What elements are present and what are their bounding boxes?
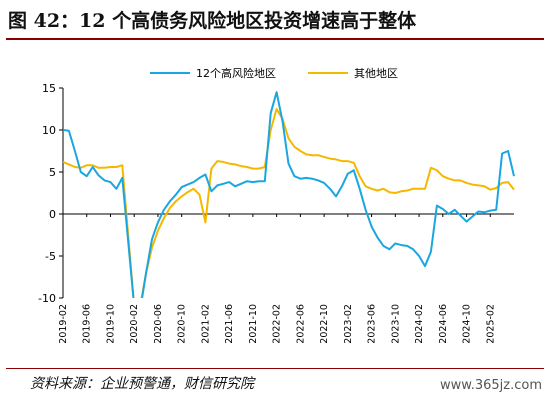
chart-axes: -10 -5 0 5 10 15 2019-02 2019-06 2019-10 2020-02 2… — [38, 82, 514, 344]
x-tick-label: 2020-10 — [177, 304, 188, 344]
figure-title: 图 42：12 个高债务风险地区投资增速高于整体 — [8, 10, 417, 32]
x-tick-label: 2022-10 — [319, 304, 330, 344]
source-rule — [6, 368, 544, 369]
y-tick-label: 15 — [42, 82, 56, 95]
x-tick-label: 2020-02 — [129, 304, 140, 344]
x-tick-label: 2025-02 — [485, 304, 496, 344]
legend-label-high-risk: 12个高风险地区 — [196, 66, 276, 80]
line-chart: 12个高风险地区 其他地区 -10 -5 0 5 10 15 2019-02 2019-06 20… — [38, 66, 515, 344]
legend-label-other: 其他地区 — [354, 67, 398, 80]
x-tick-label: 2021-06 — [224, 304, 235, 344]
y-tick-label: 5 — [49, 166, 56, 179]
x-tick-label: 2020-06 — [153, 304, 164, 344]
watermark-text: www.365jz.com — [440, 378, 542, 393]
x-tick-label: 2023-10 — [390, 304, 401, 344]
legend: 12个高风险地区 其他地区 — [150, 66, 398, 80]
source-note: 资料来源：企业预警通，财信研究院 — [30, 376, 254, 392]
x-tick-label: 2023-02 — [343, 304, 354, 344]
x-tick-label: 2024-10 — [462, 304, 473, 344]
x-tick-label: 2019-06 — [82, 304, 93, 344]
x-tick-label: 2023-06 — [367, 304, 378, 344]
y-tick-label: -10 — [38, 292, 56, 305]
chart-lines — [63, 91, 515, 298]
y-tick-label: -5 — [45, 250, 56, 263]
x-tick-label: 2019-10 — [105, 304, 116, 344]
x-tick-label: 2022-02 — [272, 304, 283, 344]
x-tick-label: 2021-10 — [248, 304, 259, 344]
series-line-high-risk — [63, 91, 515, 298]
y-tick-label: 0 — [49, 208, 56, 221]
x-tick-label: 2024-02 — [414, 304, 425, 344]
y-tick-label: 10 — [42, 124, 56, 137]
x-tick-label: 2021-02 — [200, 304, 211, 344]
x-tick-label: 2024-06 — [438, 304, 449, 344]
x-tick-label: 2022-06 — [295, 304, 306, 344]
title-rule — [6, 38, 544, 40]
x-tick-label: 2019-02 — [58, 304, 69, 344]
